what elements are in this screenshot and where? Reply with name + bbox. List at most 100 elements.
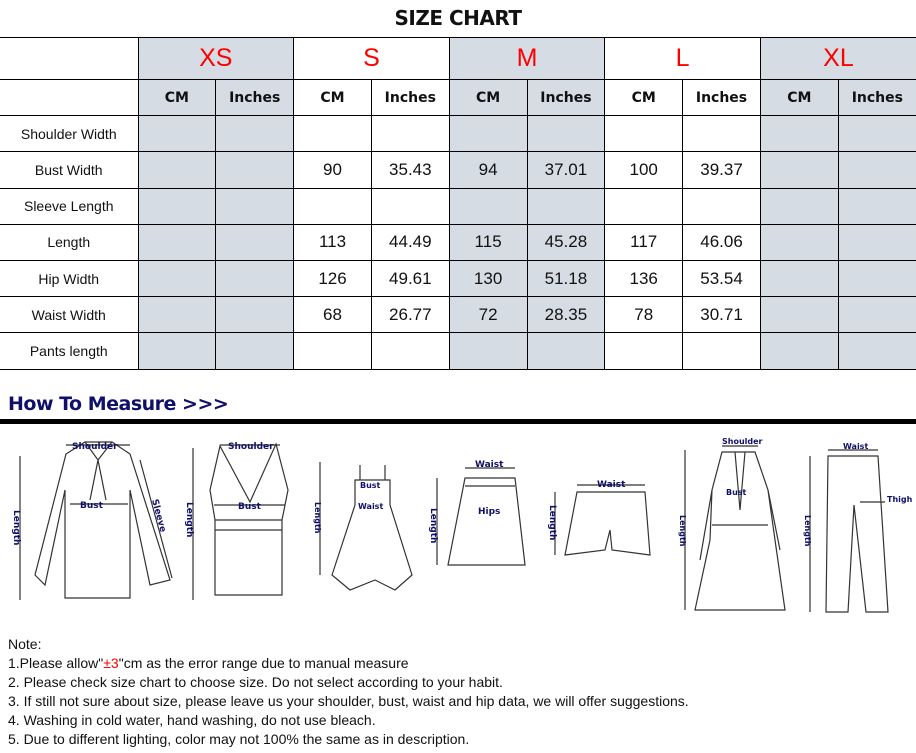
unit-header: Inches (682, 78, 761, 117)
value-cell (137, 223, 217, 261)
value-cell (370, 115, 450, 153)
how-to-measure-heading: How To Measure >>> (8, 393, 229, 415)
value-cell: 44.49 (370, 223, 450, 261)
value-cell (137, 332, 217, 370)
value-cell: 53.54 (682, 259, 761, 298)
value-cell (137, 151, 217, 189)
value-cell: 39.37 (682, 151, 761, 189)
table-row: Shoulder Width (0, 115, 916, 153)
value-cell (370, 187, 450, 225)
value-cell (837, 187, 916, 225)
note-5: 5. Due to different lighting, color may … (8, 731, 470, 747)
value-cell: 35.43 (370, 151, 450, 189)
value-cell (759, 151, 839, 189)
svg-text:Length: Length (803, 515, 812, 547)
notes-heading: Note: (8, 636, 42, 652)
row-label: Hip Width (0, 259, 139, 298)
svg-text:Length: Length (678, 515, 687, 547)
value-cell (837, 259, 916, 298)
note-4: 4. Washing in cold water, hand washing, … (8, 712, 376, 728)
svg-text:Sleeve: Sleeve (149, 498, 167, 533)
unit-header: Inches (526, 78, 606, 117)
unit-header: Inches (215, 78, 295, 117)
value-cell: 78 (604, 296, 684, 334)
value-cell: 115 (448, 223, 528, 261)
size-header-s: S (293, 37, 450, 80)
value-cell: 45.28 (526, 223, 606, 261)
value-cell (759, 296, 839, 334)
table-row: Waist Width 68 26.77 72 28.35 78 30.71 (0, 296, 916, 334)
table-row: Pants length (0, 332, 916, 370)
skirt-illustration: Waist Hips Length (428, 460, 526, 566)
value-cell (682, 332, 761, 370)
value-cell: 28.35 (526, 296, 606, 334)
note-1: 1.Please allow"±3"cm as the error range … (8, 655, 409, 671)
value-cell (604, 115, 684, 153)
value-cell: 117 (604, 223, 684, 261)
page-title: SIZE CHART (394, 6, 522, 30)
value-cell: 37.01 (526, 151, 606, 189)
value-cell: 49.61 (370, 259, 450, 298)
value-cell (448, 187, 528, 225)
value-cell (837, 223, 916, 261)
value-cell (137, 296, 217, 334)
size-header-xl: XL (759, 37, 916, 80)
value-cell (215, 223, 295, 261)
value-cell (837, 151, 916, 189)
svg-text:Length: Length (428, 508, 438, 543)
value-cell (215, 187, 295, 225)
value-cell (682, 115, 761, 153)
value-cell (448, 115, 528, 153)
svg-text:Bust: Bust (726, 488, 747, 497)
svg-text:Waist: Waist (475, 460, 504, 470)
svg-text:Hips: Hips (478, 507, 500, 517)
row-label: Bust Width (0, 151, 139, 189)
value-cell: 30.71 (682, 296, 761, 334)
unit-header: Inches (370, 78, 450, 117)
size-header-xs: XS (137, 37, 295, 80)
note-2: 2. Please check size chart to choose siz… (8, 674, 503, 690)
table-row: Bust Width 90 35.43 94 37.01 100 39.37 (0, 151, 916, 189)
svg-text:Bust: Bust (80, 501, 104, 511)
shirt-illustration: Shoulder Bust Length Sleeve (11, 441, 173, 600)
value-cell: 100 (604, 151, 684, 189)
value-cell (526, 187, 606, 225)
value-cell (370, 332, 450, 370)
value-cell (293, 115, 372, 153)
value-cell: 113 (293, 223, 372, 261)
value-cell: 68 (293, 296, 372, 334)
table-row: Sleeve Length (0, 187, 916, 225)
unit-header: CM (293, 78, 372, 117)
svg-text:Waist: Waist (843, 442, 868, 451)
value-cell (137, 115, 217, 153)
svg-text:Length: Length (313, 502, 322, 534)
value-cell: 46.06 (682, 223, 761, 261)
value-cell (215, 151, 295, 189)
value-cell (526, 115, 606, 153)
value-cell (215, 296, 295, 334)
value-cell (759, 332, 839, 370)
value-cell (526, 332, 606, 370)
table-row: Hip Width 126 49.61 130 51.18 136 53.54 (0, 259, 916, 298)
pants-illustration: Waist Thigh Length (803, 442, 913, 613)
value-cell (759, 187, 839, 225)
value-cell (837, 332, 916, 370)
dress-illustration: Bust Waist Length (313, 462, 413, 591)
value-cell (682, 187, 761, 225)
value-cell (137, 259, 217, 298)
shorts-illustration: Waist Length (547, 480, 651, 556)
table-row: Length 113 44.49 115 45.28 117 46.06 (0, 223, 916, 261)
unit-header: CM (604, 78, 684, 117)
value-cell (604, 187, 684, 225)
value-cell: 26.77 (370, 296, 450, 334)
value-cell (837, 296, 916, 334)
value-cell (293, 187, 372, 225)
value-cell: 136 (604, 259, 684, 298)
value-cell: 72 (448, 296, 528, 334)
unit-header: CM (759, 78, 839, 117)
row-label: Sleeve Length (0, 187, 139, 225)
svg-text:Bust: Bust (238, 502, 262, 512)
unit-header: CM (448, 78, 528, 117)
svg-text:Thigh: Thigh (887, 495, 913, 504)
coat-illustration: Shoulder Bust Length (678, 437, 786, 611)
